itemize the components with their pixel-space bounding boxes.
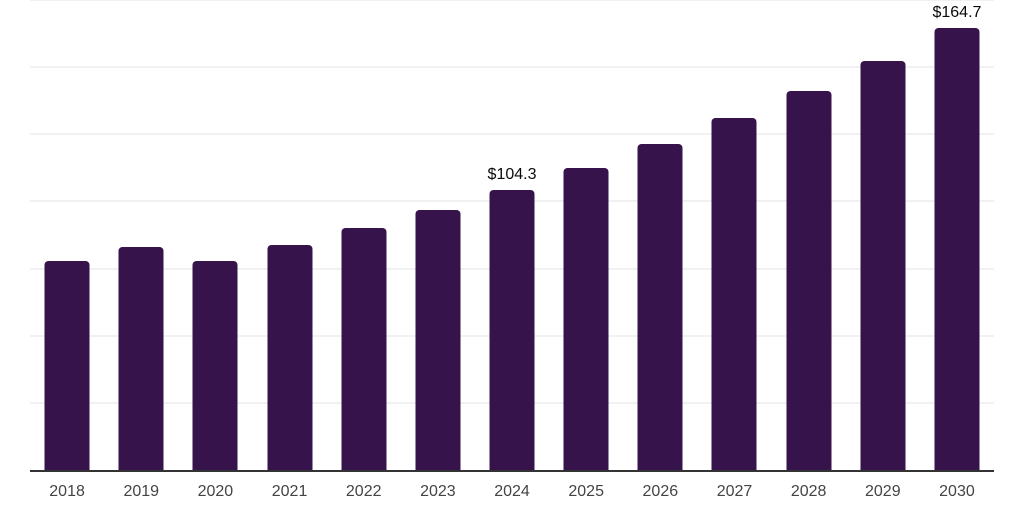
x-tick-label-2027: 2027 xyxy=(716,483,753,500)
bar-2019 xyxy=(118,246,164,470)
bar-2025 xyxy=(563,167,609,470)
x-axis-line xyxy=(30,470,994,472)
x-tick-label-2023: 2023 xyxy=(420,483,456,500)
bar-2030 xyxy=(934,27,980,470)
x-tick-label-2018: 2018 xyxy=(49,483,85,500)
bar-2026 xyxy=(637,143,683,470)
bar-slot-2024: $104.3 xyxy=(475,0,549,470)
x-tick-label-2019: 2019 xyxy=(123,483,160,500)
x-tick-label-2026: 2026 xyxy=(642,483,679,500)
plot-area: $104.3 $164.7 xyxy=(30,0,994,472)
bar-slot-2028 xyxy=(772,0,846,470)
x-tick-label-2021: 2021 xyxy=(271,483,308,500)
bar-2024 xyxy=(489,189,535,470)
bar-2020 xyxy=(192,261,238,470)
gridline xyxy=(30,0,994,1)
bar-slot-2023 xyxy=(401,0,475,470)
bar-2023 xyxy=(415,209,461,470)
bar-slot-2021 xyxy=(252,0,326,470)
bar-2029 xyxy=(860,60,906,470)
gridline xyxy=(30,133,994,136)
bar-2022 xyxy=(341,228,387,470)
gridline xyxy=(30,66,994,69)
bar-slot-2026 xyxy=(623,0,697,470)
data-label-2030: $164.7 xyxy=(932,3,982,21)
x-tick-label-2025: 2025 xyxy=(568,483,604,500)
x-tick-label-2030: 2030 xyxy=(939,483,975,500)
bar-2027 xyxy=(711,118,757,470)
bar-2018 xyxy=(44,260,90,470)
bar-slot-2030: $164.7 xyxy=(920,0,994,470)
bar-slot-2027 xyxy=(697,0,771,470)
bar-series: $104.3 $164.7 xyxy=(30,0,994,470)
bar-slot-2025 xyxy=(549,0,623,470)
x-tick-label-2028: 2028 xyxy=(790,483,827,500)
bar-slot-2019 xyxy=(104,0,178,470)
x-tick-label-2022: 2022 xyxy=(345,483,382,500)
bar-slot-2018 xyxy=(30,0,104,470)
bar-slot-2022 xyxy=(327,0,401,470)
x-axis-tick-labels: 2018 2019 2020 2021 2022 2023 2024 2025 2026 2027… xyxy=(30,472,994,512)
x-tick-label-2024: 2024 xyxy=(494,483,530,500)
data-label-2024: $104.3 xyxy=(487,165,537,183)
x-tick-label-2020: 2020 xyxy=(197,483,234,500)
bar-2028 xyxy=(786,90,832,470)
x-tick-label-2029: 2029 xyxy=(865,483,901,500)
bar-slot-2020 xyxy=(178,0,252,470)
bar-2021 xyxy=(267,244,313,470)
bar-slot-2029 xyxy=(846,0,920,470)
